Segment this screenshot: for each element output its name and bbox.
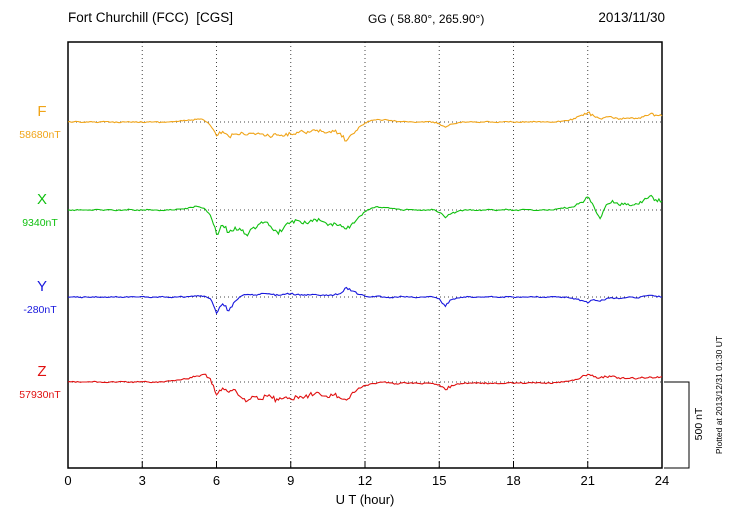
series-label-X: X bbox=[36, 191, 47, 208]
x-tick-label: 0 bbox=[64, 473, 72, 488]
x-tick-label: 18 bbox=[506, 473, 521, 488]
plotted-at-note: Plotted at 2013/12/31 01:30 UT bbox=[714, 335, 724, 455]
series-label-Y: Y bbox=[36, 278, 47, 295]
x-tick-label: 3 bbox=[138, 473, 146, 488]
x-tick-label: 9 bbox=[287, 473, 295, 488]
scale-bar bbox=[664, 381, 690, 469]
series-baseline-value-Z: 57930nT bbox=[19, 389, 61, 401]
trace-F bbox=[67, 111, 663, 142]
scale-bar-label: 500 nT bbox=[693, 407, 705, 441]
trace-X bbox=[67, 194, 663, 237]
series-label-Z: Z bbox=[37, 363, 47, 380]
series-baseline-value-F: 58680nT bbox=[19, 129, 61, 141]
plot-frame bbox=[67, 41, 663, 469]
x-tick-label: 15 bbox=[432, 473, 447, 488]
x-axis-label: U T (hour) bbox=[335, 492, 395, 507]
series-baseline-value-Y: -280nT bbox=[23, 304, 57, 316]
x-tick-label: 6 bbox=[212, 473, 221, 488]
station-title: Fort Churchill (FCC) [CGS] bbox=[68, 10, 234, 25]
date-label: 2013/11/30 bbox=[598, 10, 665, 25]
x-tick-label: 21 bbox=[580, 473, 595, 488]
trace-Z bbox=[67, 373, 663, 404]
x-tick-label: 12 bbox=[357, 473, 373, 488]
x-tick-label: 24 bbox=[654, 473, 670, 488]
series-baseline-value-X: 9340nT bbox=[22, 217, 58, 229]
gg-coordinates: GG ( 58.80°, 265.90°) bbox=[368, 12, 485, 26]
trace-Y bbox=[67, 286, 663, 315]
series-label-F: F bbox=[37, 103, 47, 120]
